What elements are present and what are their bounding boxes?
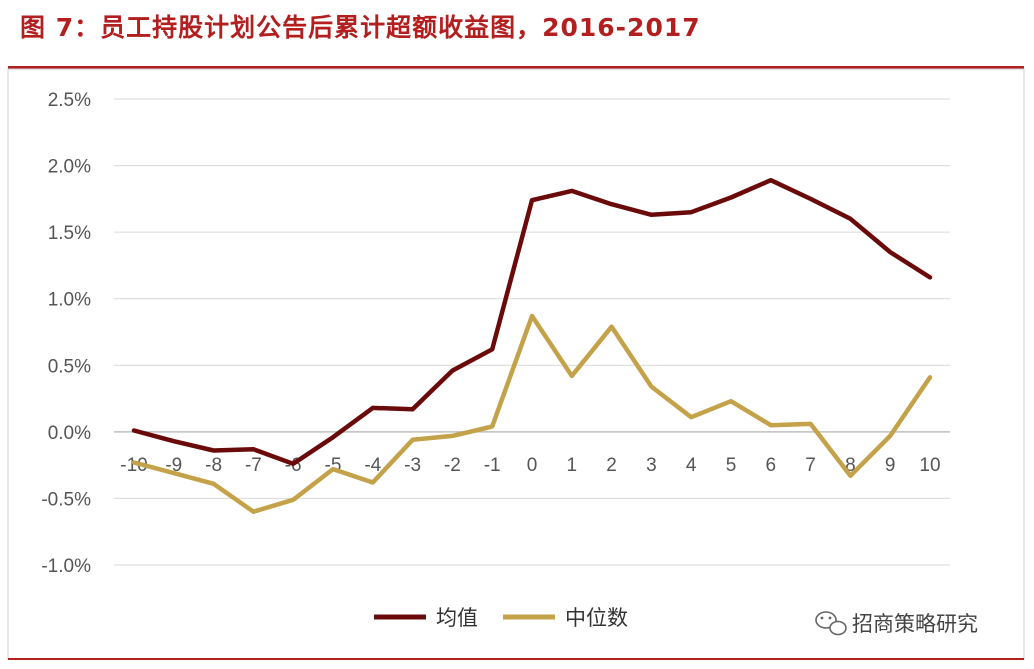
x-tick-label: 2	[606, 455, 617, 476]
y-axis-tick-labels: -1.0% -0.5% 0.0% 0.5% 1.0% 1.5% 2.0% 2.5%	[41, 90, 91, 577]
x-tick-label: 1	[567, 455, 578, 476]
y-tick-label: 0.5%	[48, 356, 91, 377]
figure-title: 图 7：员工持股计划公告后累计超额收益图，2016-2017	[20, 13, 701, 42]
y-tick-label: 1.0%	[48, 290, 91, 311]
x-tick-label: 3	[646, 455, 657, 476]
x-tick-label: -3	[404, 455, 421, 476]
y-tick-label: 2.0%	[48, 157, 91, 178]
title-rule	[8, 66, 1024, 69]
y-tick-label: 0.0%	[48, 423, 91, 444]
y-tick-label: 1.5%	[48, 223, 91, 244]
wechat-icon	[815, 611, 847, 636]
x-tick-label: 4	[686, 455, 697, 476]
x-tick-label: 9	[885, 455, 896, 476]
watermark: 招商策略研究	[815, 611, 978, 636]
x-tick-label: -2	[444, 455, 461, 476]
legend-label-mean: 均值	[436, 606, 478, 630]
y-tick-label: -1.0%	[41, 556, 91, 577]
x-tick-label: 6	[766, 455, 777, 476]
series-line-mean	[131, 177, 933, 467]
x-tick-label: 10	[919, 455, 940, 476]
x-tick-label: -4	[364, 455, 381, 476]
x-tick-label: -7	[245, 455, 262, 476]
x-tick-label: 5	[726, 455, 737, 476]
x-tick-label: 0	[527, 455, 538, 476]
series-lines	[131, 177, 933, 514]
legend-label-median: 中位数	[565, 606, 628, 630]
x-tick-label: 7	[805, 455, 816, 476]
y-tick-label: -0.5%	[41, 489, 91, 510]
gridlines	[114, 98, 950, 566]
x-tick-label: 8	[845, 455, 856, 476]
y-tick-label: 2.5%	[48, 90, 91, 111]
legend: 均值 中位数	[374, 606, 628, 630]
watermark-text: 招商策略研究	[852, 612, 978, 636]
x-tick-label: -8	[205, 455, 222, 476]
x-tick-label: -10	[120, 455, 147, 476]
x-tick-label: -1	[484, 455, 501, 476]
x-axis-tick-labels: -10 -9 -8 -7 -6 -5 -4 -3 -2 -1 0 1 2 3 4 5 6 7 8 9 10	[120, 455, 940, 476]
series-line-median	[131, 313, 933, 514]
bottom-rule	[8, 658, 1024, 660]
